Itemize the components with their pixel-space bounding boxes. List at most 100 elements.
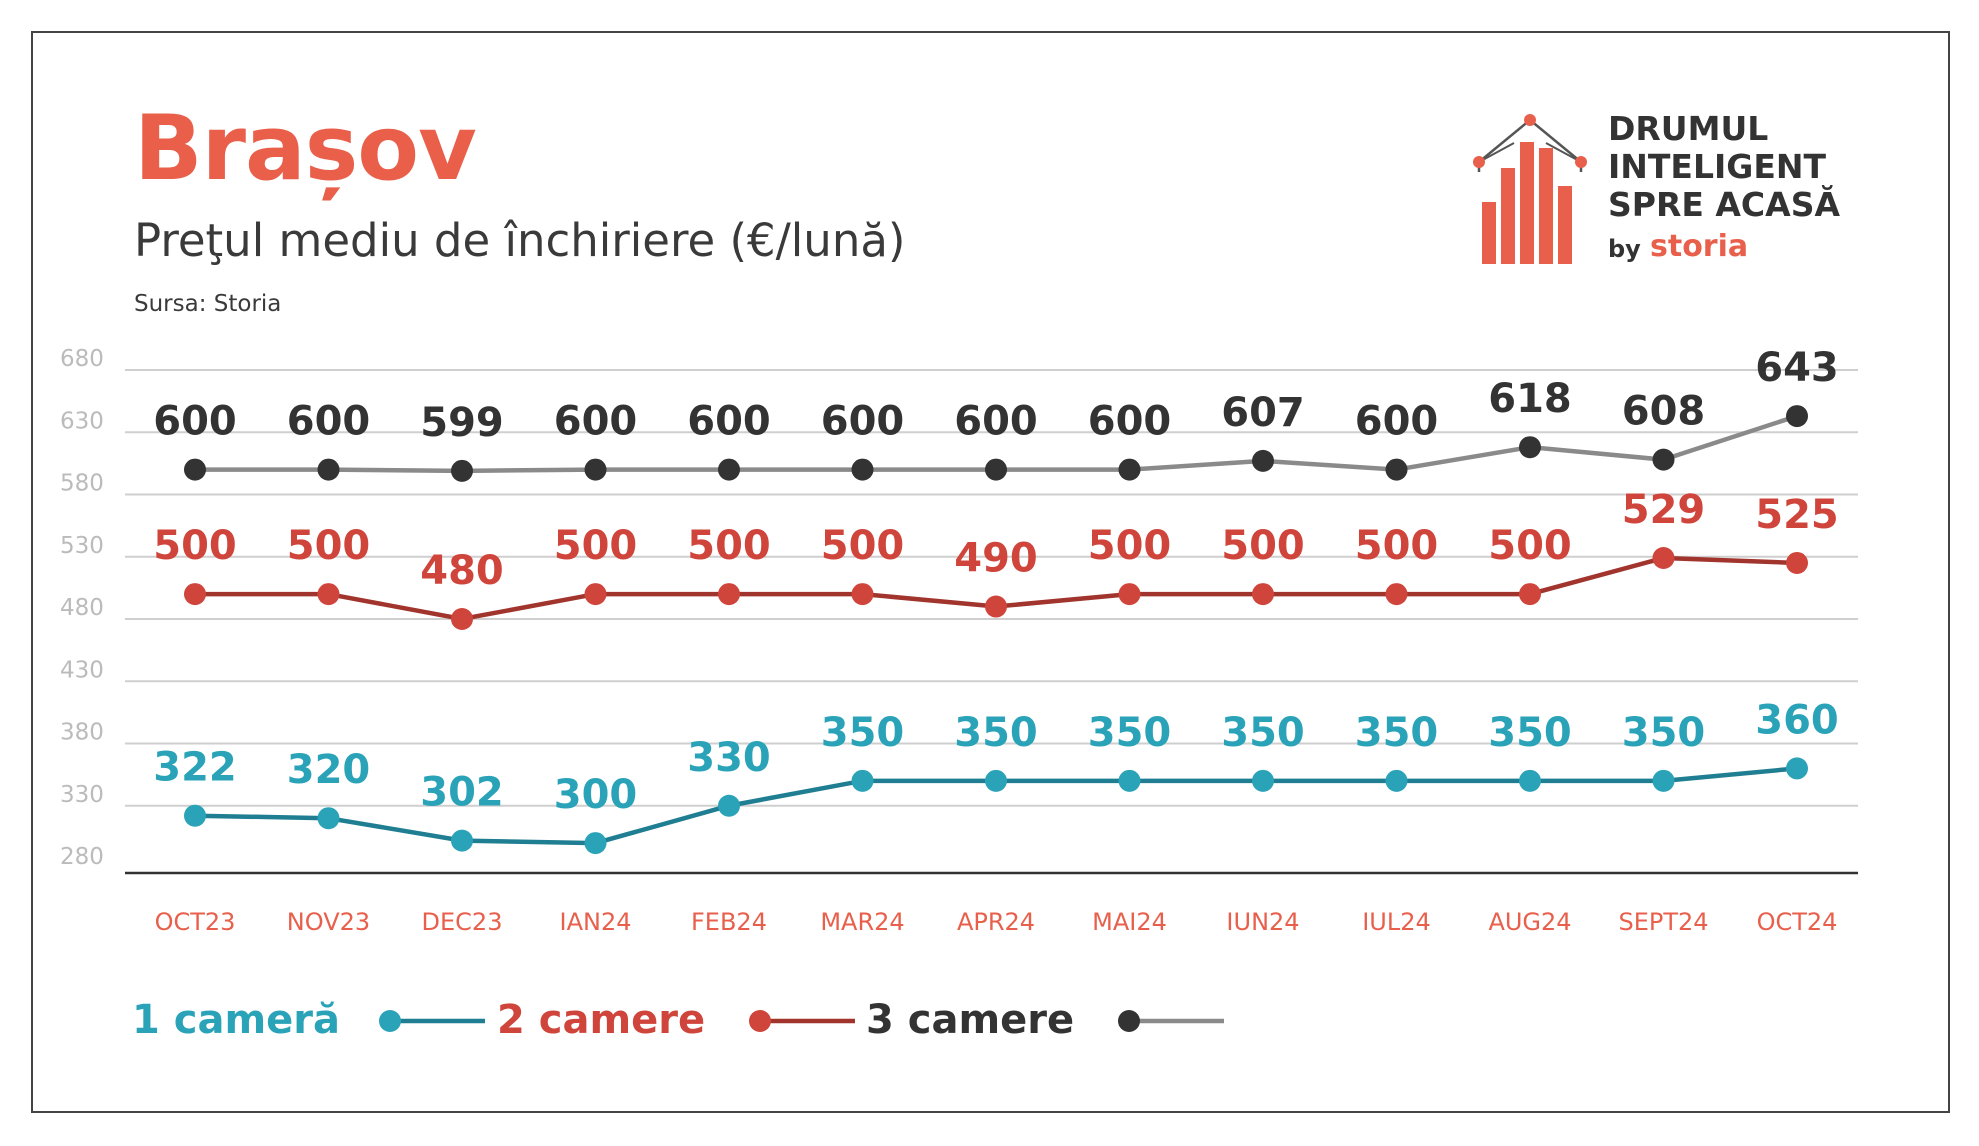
data-point bbox=[1118, 583, 1141, 606]
x-tick-label: OCT23 bbox=[155, 908, 236, 936]
data-label: 599 bbox=[420, 400, 504, 446]
data-point bbox=[1118, 458, 1141, 481]
data-point bbox=[1252, 449, 1274, 472]
data-label: 643 bbox=[1755, 345, 1839, 391]
data-label: 600 bbox=[954, 399, 1038, 445]
data-point bbox=[1652, 546, 1675, 569]
page-subtitle: Preţul mediu de închiriere (€/lună) bbox=[134, 214, 906, 267]
data-point bbox=[451, 608, 473, 630]
data-point bbox=[184, 583, 206, 606]
data-label: 500 bbox=[1221, 523, 1305, 569]
data-point bbox=[317, 583, 340, 606]
data-label: 500 bbox=[821, 523, 905, 569]
data-label: 608 bbox=[1622, 389, 1706, 435]
data-point bbox=[317, 458, 340, 481]
x-tick-label: OCT24 bbox=[1757, 908, 1838, 936]
data-point bbox=[1385, 583, 1408, 606]
data-label: 600 bbox=[554, 399, 638, 445]
data-point bbox=[184, 458, 206, 481]
data-point bbox=[1786, 405, 1808, 428]
data-label: 600 bbox=[1355, 399, 1439, 445]
y-tick-label: 430 bbox=[60, 657, 104, 683]
data-label: 600 bbox=[821, 399, 905, 445]
logo-brand: storia bbox=[1650, 229, 1749, 264]
data-label: 320 bbox=[287, 747, 371, 793]
data-label: 607 bbox=[1221, 390, 1305, 436]
data-label: 300 bbox=[554, 772, 638, 818]
data-point bbox=[985, 595, 1007, 618]
data-point bbox=[584, 832, 607, 855]
data-point bbox=[718, 583, 740, 606]
x-tick-label: IUN24 bbox=[1226, 908, 1299, 936]
data-label: 360 bbox=[1755, 697, 1839, 743]
logo-line-3: SPRE ACASĂ bbox=[1608, 185, 1840, 224]
data-label: 350 bbox=[954, 710, 1038, 756]
data-point bbox=[1252, 583, 1274, 606]
data-label: 500 bbox=[687, 523, 771, 569]
data-point bbox=[184, 804, 206, 827]
data-point bbox=[451, 459, 473, 482]
data-label: 500 bbox=[153, 523, 237, 569]
logo-line-1: DRUMUL bbox=[1608, 109, 1769, 148]
data-label: 350 bbox=[1221, 710, 1305, 756]
data-point bbox=[1652, 448, 1675, 471]
data-point bbox=[1385, 769, 1408, 792]
data-label: 500 bbox=[1088, 523, 1172, 569]
data-label: 350 bbox=[1622, 710, 1706, 756]
data-label: 350 bbox=[1088, 710, 1172, 756]
data-label: 490 bbox=[954, 536, 1038, 582]
data-point bbox=[718, 458, 740, 481]
data-point bbox=[718, 794, 740, 817]
x-tick-label: MAR24 bbox=[820, 908, 904, 936]
y-tick-label: 280 bbox=[60, 844, 104, 870]
data-point bbox=[1519, 436, 1541, 459]
x-tick-label: IUL24 bbox=[1362, 908, 1431, 936]
y-tick-label: 330 bbox=[60, 782, 104, 808]
data-label: 600 bbox=[687, 399, 771, 445]
data-point bbox=[985, 458, 1007, 481]
x-tick-label: SEPT24 bbox=[1618, 908, 1708, 936]
data-label: 500 bbox=[1488, 523, 1572, 569]
data-label: 529 bbox=[1622, 487, 1706, 533]
x-tick-label: APR24 bbox=[957, 908, 1035, 936]
data-point bbox=[451, 829, 473, 852]
y-tick-label: 680 bbox=[60, 346, 104, 372]
x-tick-label: NOV23 bbox=[287, 908, 370, 936]
data-label: 600 bbox=[287, 399, 371, 445]
y-tick-label: 380 bbox=[60, 720, 104, 746]
data-label: 600 bbox=[153, 399, 237, 445]
data-label: 480 bbox=[420, 548, 504, 594]
x-tick-label: AUG24 bbox=[1488, 908, 1571, 936]
data-label: 600 bbox=[1088, 399, 1172, 445]
data-point bbox=[1118, 769, 1141, 792]
x-tick-label: DEC23 bbox=[422, 908, 503, 936]
x-tick-label: MAI24 bbox=[1092, 908, 1167, 936]
x-tick-label: IAN24 bbox=[560, 908, 632, 936]
data-point bbox=[1652, 769, 1675, 792]
data-point bbox=[1252, 769, 1274, 792]
y-tick-label: 580 bbox=[60, 471, 104, 497]
y-tick-label: 630 bbox=[60, 408, 104, 434]
data-point bbox=[1385, 458, 1408, 481]
y-tick-label: 530 bbox=[60, 533, 104, 559]
data-label: 500 bbox=[554, 523, 638, 569]
source-note: Sursa: Storia bbox=[134, 291, 282, 317]
data-point bbox=[1786, 551, 1808, 574]
data-label: 618 bbox=[1488, 376, 1572, 422]
y-tick-label: 480 bbox=[60, 595, 104, 621]
x-tick-label: FEB24 bbox=[691, 908, 767, 936]
data-point bbox=[1519, 769, 1541, 792]
logo-by: by bbox=[1608, 235, 1641, 263]
data-label: 330 bbox=[687, 735, 771, 781]
data-point bbox=[851, 583, 874, 606]
data-label: 350 bbox=[1488, 710, 1572, 756]
data-label: 525 bbox=[1755, 492, 1839, 538]
data-point bbox=[851, 769, 874, 792]
data-label: 350 bbox=[1355, 710, 1439, 756]
logo-house-bars-icon bbox=[1473, 114, 1587, 264]
data-point bbox=[584, 583, 607, 606]
data-point bbox=[584, 458, 607, 481]
data-point bbox=[985, 769, 1007, 792]
data-label: 350 bbox=[821, 710, 905, 756]
